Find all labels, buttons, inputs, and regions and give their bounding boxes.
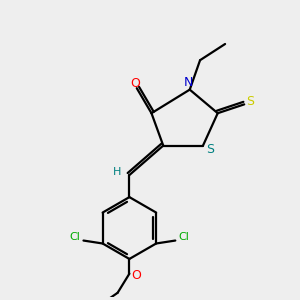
Text: H: H [113, 167, 121, 177]
Text: Cl: Cl [178, 232, 189, 242]
Text: S: S [206, 143, 214, 157]
Text: O: O [131, 268, 141, 282]
Text: N: N [184, 76, 193, 89]
Text: S: S [246, 95, 254, 108]
Text: O: O [130, 77, 140, 90]
Text: Cl: Cl [70, 232, 81, 242]
